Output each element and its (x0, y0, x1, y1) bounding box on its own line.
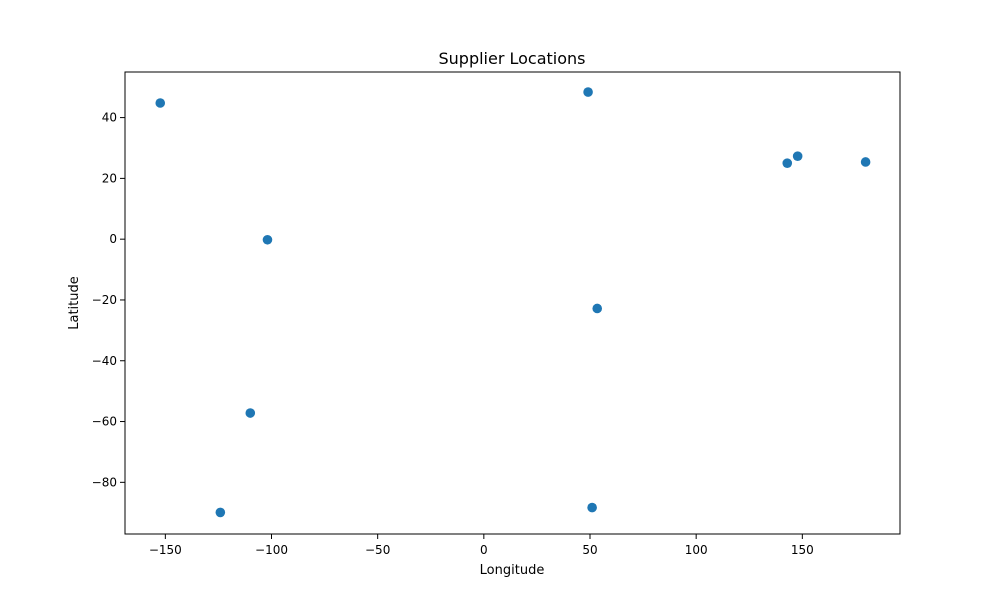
scatter-point-3 (245, 408, 255, 418)
scatter-point-10 (861, 157, 871, 167)
y-tick-label: 20 (102, 171, 117, 185)
scatter-point-9 (793, 151, 803, 161)
y-tick-label: −40 (92, 354, 117, 368)
scatter-point-1 (155, 98, 165, 108)
scatter-point-6 (592, 304, 602, 314)
x-axis: −150 −100 −50 0 50 100 150 (149, 534, 814, 557)
x-axis-label: Longitude (480, 563, 545, 578)
chart-title: Supplier Locations (438, 49, 585, 68)
x-tick-label: −100 (255, 543, 288, 557)
y-axis: −80 −60 −40 −20 0 20 40 (92, 111, 125, 490)
y-tick-label: −20 (92, 293, 117, 307)
scatter-point-2 (263, 235, 273, 245)
y-tick-label: −80 (92, 475, 117, 489)
scatter-point-8 (782, 158, 792, 168)
x-tick-label: −150 (149, 543, 182, 557)
x-tick-label: 100 (685, 543, 708, 557)
scatter-point-4 (216, 508, 226, 518)
x-tick-label: −50 (365, 543, 390, 557)
scatter-point-5 (583, 87, 593, 97)
scatter-point-7 (587, 503, 597, 513)
y-axis-label: Latitude (67, 276, 82, 330)
points-layer (155, 87, 870, 517)
y-tick-label: 0 (109, 232, 117, 246)
y-tick-label: 40 (102, 111, 117, 125)
x-tick-label: 50 (582, 543, 597, 557)
x-tick-label: 0 (480, 543, 488, 557)
x-tick-label: 150 (791, 543, 814, 557)
plot-frame (125, 72, 900, 534)
y-tick-label: −60 (92, 415, 117, 429)
